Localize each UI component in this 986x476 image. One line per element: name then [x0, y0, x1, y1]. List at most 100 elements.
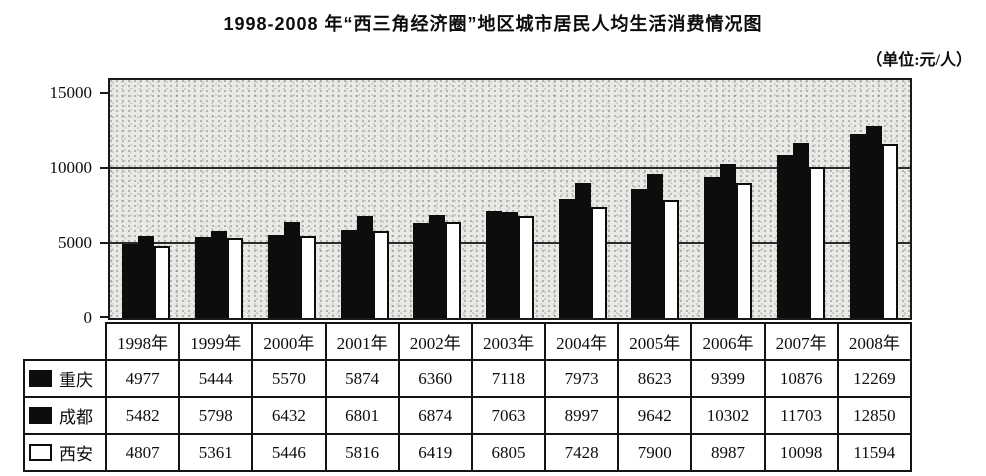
year-header-cell: 2003年 — [470, 322, 547, 361]
bar-chongqing-2002年 — [413, 223, 430, 318]
year-header-cell: 2007年 — [763, 322, 839, 361]
bar-chengdu-2007年 — [792, 143, 809, 318]
table-row-chengdu: 成都 5482 5798 6432 6801 6874 7063 8997 9642 10302 1… — [23, 396, 913, 435]
bar-chongqing-1999年 — [195, 237, 212, 318]
bar-chengdu-2003年 — [501, 212, 518, 318]
xian-legend-swatch — [29, 444, 52, 461]
bar-xian-2003年 — [517, 216, 534, 318]
year-header-cell: 2001年 — [324, 322, 400, 361]
value-cell-chengdu-1999年: 5798 — [178, 396, 254, 435]
bar-xian-2000年 — [299, 236, 316, 318]
value-cell-xian-2004年: 7428 — [544, 433, 620, 472]
value-cell-chongqing-2002年: 6360 — [397, 359, 473, 398]
value-cell-xian-1999年: 5361 — [178, 433, 254, 472]
legend-cell-chongqing: 重庆 — [23, 359, 107, 398]
bar-xian-2005年 — [663, 200, 680, 318]
bar-group-2007年 — [765, 80, 838, 318]
value-cell-chengdu-2002年: 6874 — [397, 396, 473, 435]
year-header-cell: 2005年 — [617, 322, 693, 361]
legend-cell-xian: 西安 — [23, 433, 107, 472]
bar-group-1999年 — [183, 80, 256, 318]
value-cell-chongqing-2004年: 7973 — [544, 359, 620, 398]
bar-chengdu-2004年 — [574, 183, 591, 318]
value-cell-xian-2008年: 11594 — [836, 433, 913, 472]
bar-chengdu-2006年 — [720, 164, 737, 318]
value-cell-chengdu-2006年: 10302 — [690, 396, 766, 435]
value-cell-chongqing-2000年: 5570 — [251, 359, 327, 398]
year-header-cell: 1998年 — [104, 322, 181, 361]
value-cell-xian-2001年: 5816 — [324, 433, 400, 472]
bar-chongqing-2001年 — [340, 230, 357, 318]
bar-group-1998年 — [110, 80, 183, 318]
bar-chongqing-2005年 — [631, 189, 648, 318]
y-axis-label-5000: 5000 — [58, 233, 92, 253]
y-tick-0 — [100, 316, 110, 318]
bar-xian-2008年 — [881, 144, 898, 318]
data-table: 1998年 1999年 2000年 2001年 2002年 2003年 2004年 2005年… — [23, 322, 913, 472]
value-cell-chengdu-2008年: 12850 — [836, 396, 913, 435]
value-cell-chengdu-2005年: 9642 — [617, 396, 693, 435]
bar-xian-2006年 — [736, 183, 753, 318]
bar-chengdu-2008年 — [865, 126, 882, 318]
bar-chengdu-2001年 — [356, 216, 373, 318]
year-header-cell: 2002年 — [397, 322, 473, 361]
value-cell-chongqing-2008年: 12269 — [836, 359, 913, 398]
unit-label: （单位:元/人） — [866, 52, 972, 69]
table-header-row: 1998年 1999年 2000年 2001年 2002年 2003年 2004年 2005年… — [24, 322, 913, 361]
bar-group-2003年 — [474, 80, 547, 318]
bar-group-2006年 — [692, 80, 765, 318]
value-cell-chengdu-2004年: 8997 — [544, 396, 620, 435]
y-axis-label-0: 0 — [83, 308, 93, 327]
bar-chongqing-2003年 — [485, 211, 502, 318]
legend-inner-chongqing: 重庆 — [26, 366, 104, 391]
chengdu-legend-swatch — [29, 407, 52, 424]
bar-xian-2007年 — [808, 167, 825, 318]
value-cell-chengdu-2007年: 11703 — [763, 396, 839, 435]
bar-group-2008年 — [837, 80, 910, 318]
bar-chongqing-2006年 — [704, 177, 721, 318]
year-header-cell: 2006年 — [690, 322, 766, 361]
chongqing-legend-swatch — [29, 370, 52, 387]
bar-xian-2004年 — [590, 207, 607, 318]
y-tick-15000 — [100, 92, 110, 95]
value-cell-chengdu-1998年: 5482 — [104, 396, 181, 435]
bars-layer — [110, 80, 910, 318]
value-cell-xian-2006年: 8987 — [690, 433, 766, 472]
value-cell-xian-2005年: 7900 — [617, 433, 693, 472]
chongqing-series-name: 重庆 — [59, 371, 93, 390]
chart-title: 1998-2008 年“西三角经济圈”地区城市居民人均生活消费情况图 — [223, 14, 763, 34]
value-cell-chengdu-2003年: 7063 — [470, 396, 547, 435]
value-cell-chengdu-2001年: 6801 — [324, 396, 400, 435]
table-corner-spacer — [24, 323, 106, 360]
year-header-cell: 2008年 — [836, 322, 913, 361]
y-axis-label-15000: 15000 — [49, 83, 93, 103]
year-header-cell: 1999年 — [178, 322, 254, 361]
value-cell-chongqing-1998年: 4977 — [104, 359, 181, 398]
bar-xian-2001年 — [372, 231, 389, 318]
y-tick-5000 — [100, 242, 110, 245]
value-cell-chongqing-2001年: 5874 — [324, 359, 400, 398]
data-table-body: 1998年 1999年 2000年 2001年 2002年 2003年 2004年 2005年… — [23, 322, 913, 472]
value-cell-chongqing-1999年: 5444 — [178, 359, 254, 398]
legend-cell-chengdu: 成都 — [23, 396, 107, 435]
table-row-xian: 西安 4807 5361 5446 5816 6419 6805 7428 7900 8987 10… — [23, 433, 913, 472]
bar-group-2001年 — [328, 80, 401, 318]
value-cell-xian-2007年: 10098 — [763, 433, 839, 472]
bar-chengdu-2000年 — [283, 222, 300, 318]
bar-chongqing-1998年 — [122, 244, 139, 318]
bar-chengdu-1999年 — [211, 231, 228, 318]
xian-series-name: 西安 — [59, 445, 93, 464]
value-cell-chongqing-2003年: 7118 — [470, 359, 547, 398]
bar-xian-2002年 — [445, 222, 462, 318]
bar-chongqing-2008年 — [849, 134, 866, 318]
value-cell-xian-2002年: 6419 — [397, 433, 473, 472]
plot-area — [100, 78, 912, 320]
table-row-chongqing: 重庆 4977 5444 5570 5874 6360 7118 7973 8623 9399 10… — [23, 359, 913, 398]
bar-group-2005年 — [619, 80, 692, 318]
bar-group-2004年 — [546, 80, 619, 318]
bar-chengdu-2002年 — [429, 215, 446, 318]
bar-chengdu-2005年 — [647, 174, 664, 318]
bar-chongqing-2000年 — [267, 235, 284, 318]
y-axis-label-10000: 10000 — [49, 158, 93, 178]
